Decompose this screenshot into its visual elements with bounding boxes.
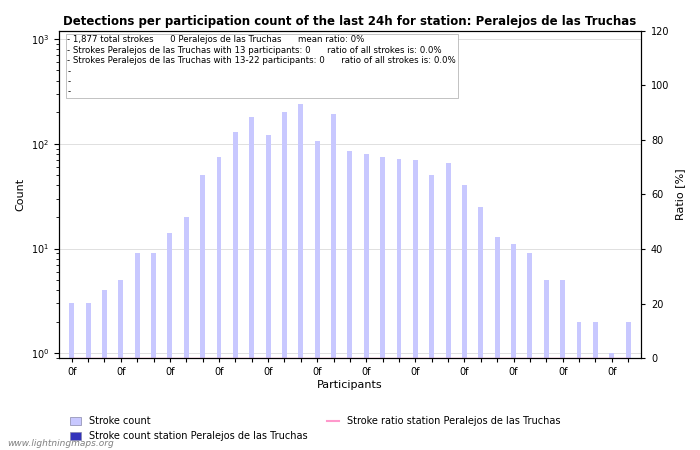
Bar — [298, 104, 303, 450]
Bar — [184, 217, 189, 450]
Bar — [511, 244, 516, 450]
Bar — [347, 151, 352, 450]
Bar — [446, 163, 451, 450]
Bar — [249, 117, 254, 450]
Bar — [167, 233, 172, 450]
Y-axis label: Ratio [%]: Ratio [%] — [675, 169, 685, 220]
Bar — [69, 303, 74, 450]
Bar — [102, 290, 107, 450]
Bar — [478, 207, 483, 450]
Bar — [626, 322, 631, 450]
Bar — [118, 280, 123, 450]
Bar — [413, 160, 418, 450]
Bar — [135, 253, 140, 450]
Bar — [560, 280, 565, 450]
Bar — [462, 185, 467, 450]
Text: www.lightningmaps.org: www.lightningmaps.org — [7, 439, 113, 448]
Bar — [429, 175, 434, 450]
Legend: Stroke count, Stroke count station Peralejos de las Truchas, Stroke ratio statio: Stroke count, Stroke count station Peral… — [66, 413, 564, 445]
X-axis label: Participants: Participants — [317, 380, 383, 390]
Bar — [266, 135, 271, 450]
Bar — [397, 159, 402, 450]
Bar — [331, 114, 336, 450]
Bar — [282, 112, 287, 450]
Bar — [216, 157, 221, 450]
Bar — [380, 157, 385, 450]
Bar — [315, 141, 320, 450]
Title: Detections per participation count of the last 24h for station: Peralejos de las: Detections per participation count of th… — [63, 15, 636, 28]
Y-axis label: Count: Count — [15, 178, 25, 211]
Bar — [151, 253, 156, 450]
Bar — [200, 175, 205, 450]
Bar — [544, 280, 549, 450]
Bar — [364, 154, 369, 450]
Bar — [233, 132, 238, 450]
Bar — [609, 353, 614, 450]
Bar — [495, 237, 500, 450]
Bar — [593, 322, 598, 450]
Bar — [85, 303, 90, 450]
Bar — [577, 322, 582, 450]
Bar — [528, 253, 533, 450]
Text: - 1,877 total strokes      0 Peralejos de las Truchas      mean ratio: 0%
- Stro: - 1,877 total strokes 0 Peralejos de las… — [67, 36, 456, 96]
